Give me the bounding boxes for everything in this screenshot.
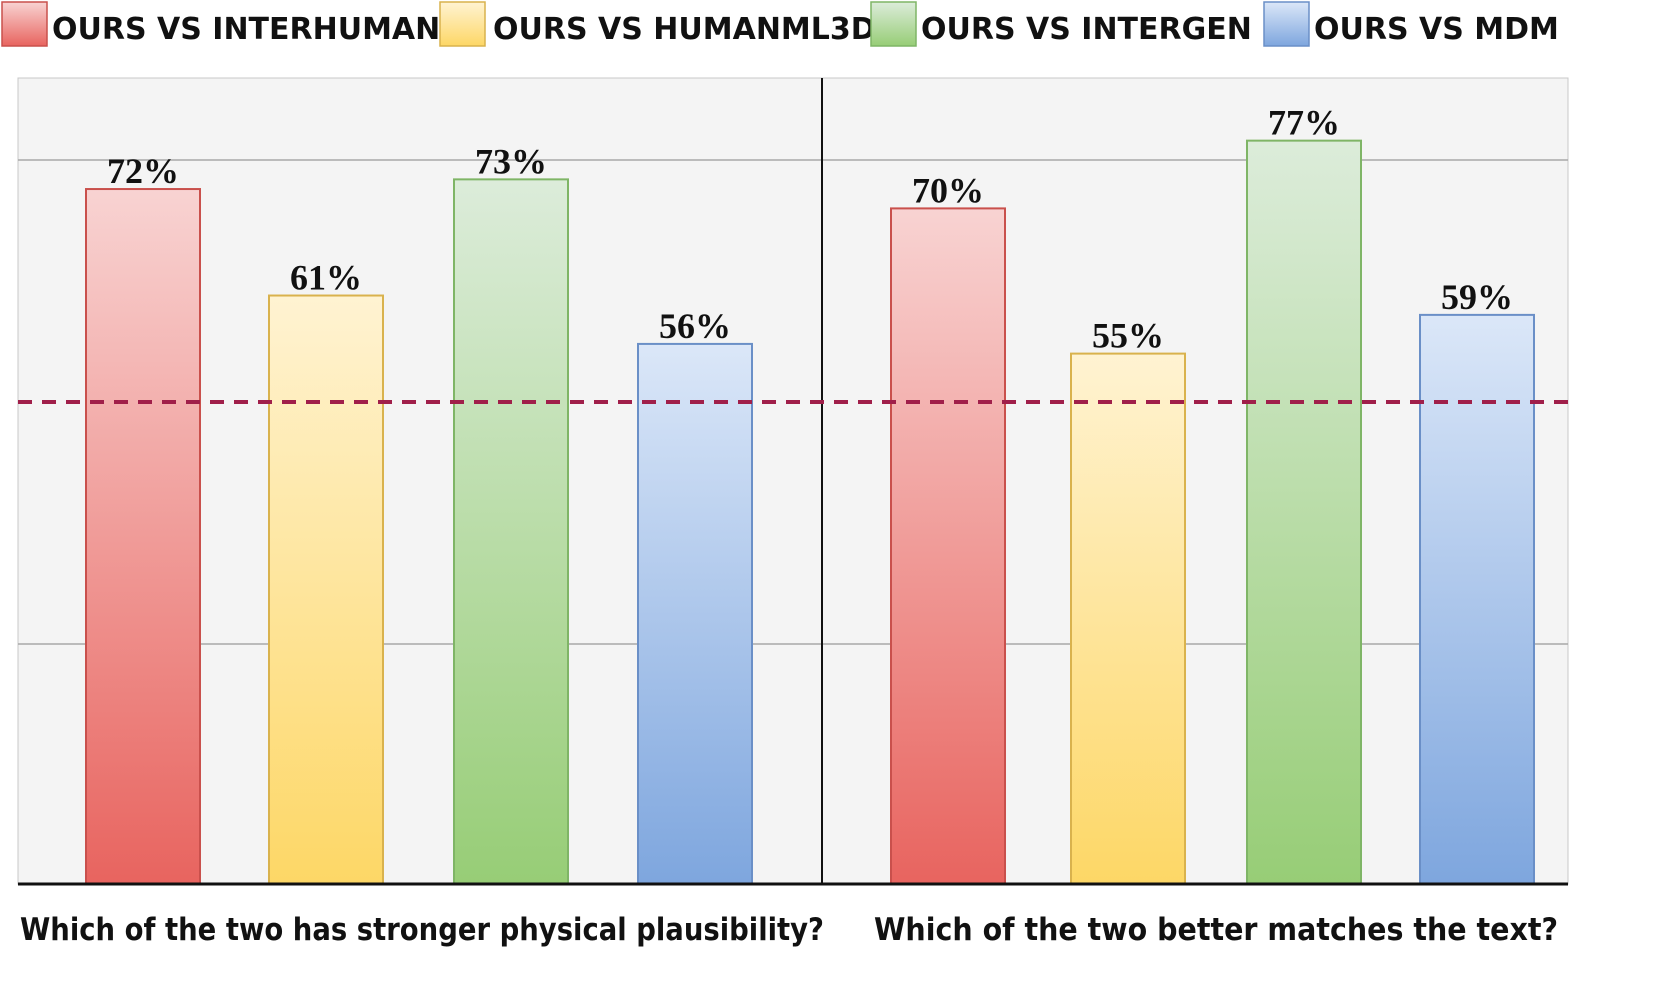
bar-value-label-panel2-4: 59%: [1441, 277, 1513, 317]
bar-panel1-2: [268, 294, 384, 885]
bar-value-label-panel1-2: 61%: [290, 258, 362, 298]
bar-panel2-1: [890, 207, 1006, 885]
legend-swatch-4: [1263, 1, 1310, 47]
bar-labels: 72% 61% 73% 56% 70% 55% 77% 59%: [107, 103, 1513, 356]
bar-value-label-panel1-4: 56%: [659, 306, 731, 346]
bar-panel1-4: [637, 342, 753, 886]
bar-value-label-panel2-1: 70%: [912, 170, 984, 210]
panel-question-1: Which of the two has stronger physical p…: [20, 912, 824, 948]
bar-value-label-panel1-1: 72%: [107, 151, 179, 191]
legend: OURS VS INTERHUMAN OURS VS HUMANML3D OURS …: [1, 1, 1559, 47]
bar-panel1-1: [85, 188, 201, 886]
legend-label-2: OURS VS HUMANML3D: [493, 12, 876, 47]
plot-area: 72% 61% 73% 56% 70% 55% 77% 59%: [17, 77, 1569, 886]
panel-questions: Which of the two has stronger physical p…: [20, 912, 1558, 948]
legend-swatch-1: [1, 1, 48, 47]
bar-panel2-4: [1419, 313, 1535, 885]
bar-panel2-2: [1070, 352, 1186, 886]
bars: [85, 139, 1535, 886]
bar-panel2-3: [1246, 139, 1362, 885]
bar-value-label-panel2-3: 77%: [1268, 103, 1340, 143]
legend-label-3: OURS VS INTERGEN: [921, 12, 1252, 47]
legend-swatch-3: [870, 1, 917, 47]
legend-label-4: OURS VS MDM: [1314, 12, 1559, 47]
legend-swatch-2: [439, 1, 486, 47]
panel-question-2: Which of the two better matches the text…: [874, 912, 1558, 948]
bar-panel1-3: [453, 178, 569, 886]
bar-value-label-panel1-3: 73%: [475, 141, 547, 181]
bar-value-label-panel2-2: 55%: [1092, 316, 1164, 356]
legend-label-1: OURS VS INTERHUMAN: [52, 12, 440, 47]
